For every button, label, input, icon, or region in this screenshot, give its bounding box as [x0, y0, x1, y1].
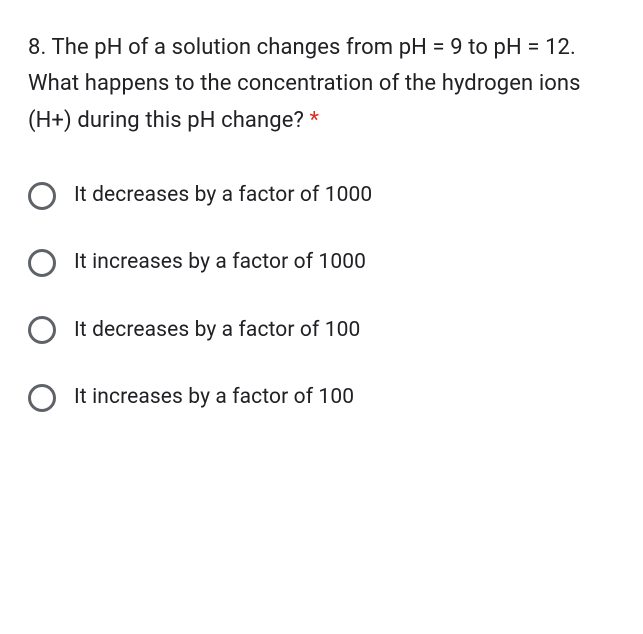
options-list: It decreases by a factor of 1000 It incr…	[28, 181, 615, 413]
question-block: 8. The pH of a solution changes from pH …	[28, 30, 615, 139]
question-body: The pH of a solution changes from pH = 9…	[28, 35, 581, 133]
option-row[interactable]: It increases by a factor of 1000	[28, 248, 615, 277]
option-row[interactable]: It decreases by a factor of 1000	[28, 181, 615, 210]
option-row[interactable]: It decreases by a factor of 100	[28, 316, 615, 345]
option-row[interactable]: It increases by a factor of 100	[28, 383, 615, 412]
radio-icon[interactable]	[28, 249, 56, 277]
option-label: It decreases by a factor of 1000	[74, 181, 372, 210]
option-label: It decreases by a factor of 100	[74, 316, 360, 345]
required-asterisk: *	[310, 108, 320, 133]
radio-icon[interactable]	[28, 384, 56, 412]
option-label: It increases by a factor of 100	[74, 383, 354, 412]
radio-icon[interactable]	[28, 316, 56, 344]
question-number: 8.	[28, 35, 46, 60]
option-label: It increases by a factor of 1000	[74, 248, 366, 277]
question-text: 8. The pH of a solution changes from pH …	[28, 30, 615, 139]
radio-icon[interactable]	[28, 182, 56, 210]
